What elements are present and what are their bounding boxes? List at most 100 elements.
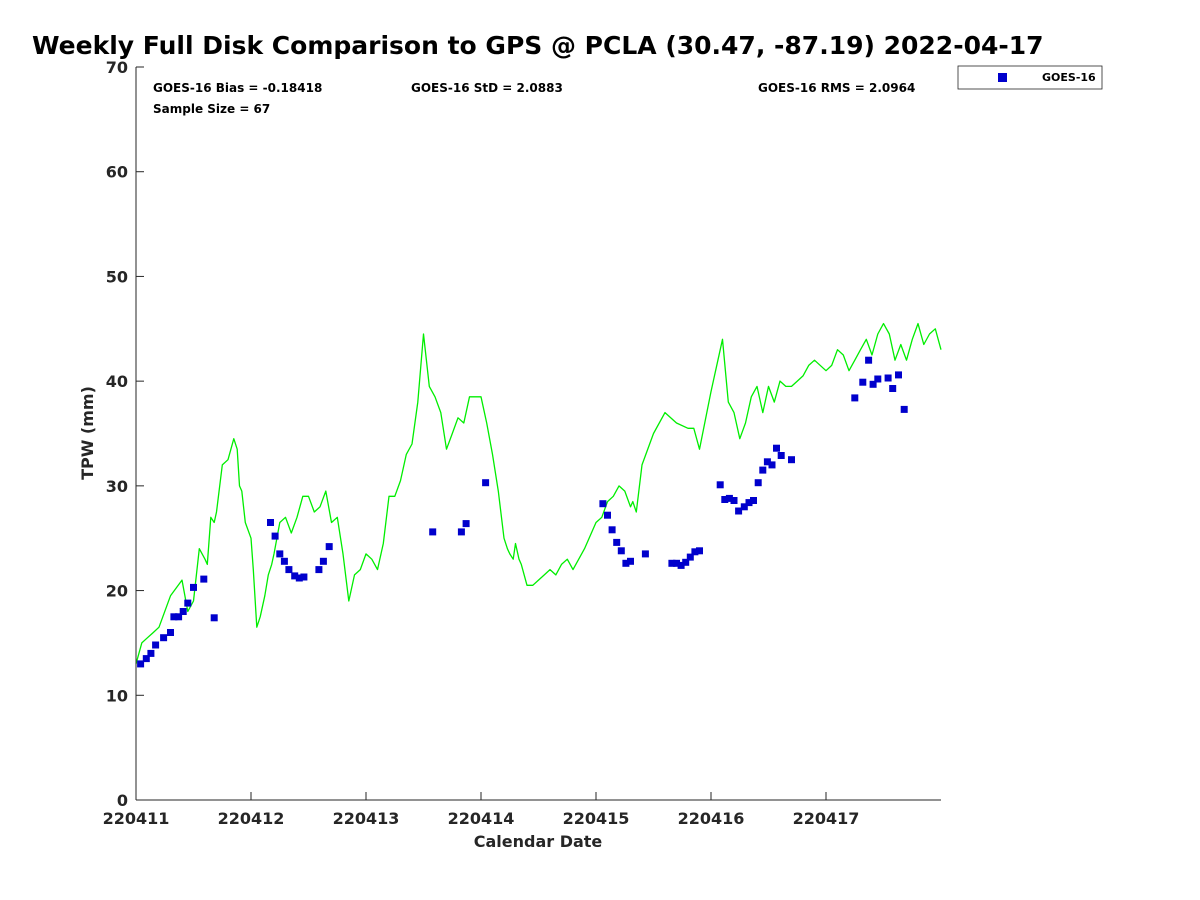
x-tick-label: 220417 [793, 809, 860, 828]
goes-data-point [210, 614, 218, 622]
legend-marker [998, 73, 1007, 82]
goes-data-point [754, 479, 762, 487]
y-ticks: 0 10 20 30 40 50 60 70 [106, 58, 144, 810]
y-tick-label: 40 [106, 372, 128, 391]
legend: GOES-16 [957, 65, 1103, 90]
x-tick-label: 220412 [218, 809, 285, 828]
goes-data-point [190, 583, 197, 591]
x-tick-label: 220414 [448, 809, 515, 828]
y-axis-label: TPW (mm) [78, 386, 97, 480]
goes-data-point [773, 444, 780, 452]
y-tick-label: 0 [117, 791, 128, 810]
goes-data-point [285, 566, 293, 574]
goes-data-point [325, 543, 333, 551]
x-tick-label: 220411 [103, 809, 170, 828]
gps-series-line [135, 322, 942, 665]
goes-data-point [895, 371, 902, 379]
y-tick-label: 60 [106, 163, 128, 182]
goes-data-point [740, 503, 748, 511]
goes-data-point [627, 557, 634, 565]
goes-data-point [768, 461, 776, 469]
rms-stat: GOES-16 RMS = 2.0964 [758, 81, 915, 95]
y-tick-label: 30 [106, 477, 128, 496]
goes-data-point [691, 548, 699, 556]
goes-data-point [604, 511, 611, 519]
goes-data-point [677, 561, 685, 569]
legend-label: GOES-16 [1042, 71, 1096, 84]
goes-data-point [750, 497, 757, 504]
goes-data-point [859, 378, 867, 386]
goes-data-point [730, 497, 738, 504]
goes-data-point [673, 559, 680, 567]
std-stat: GOES-16 StD = 2.0883 [411, 81, 563, 95]
goes-data-point [686, 553, 694, 561]
goes-data-point [319, 557, 327, 565]
goes-data-point [716, 481, 724, 489]
goes-data-point [429, 528, 437, 536]
stats-block: GOES-16 Bias = -0.18418 GOES-16 StD = 2.… [153, 81, 915, 116]
goes-data-point [482, 479, 490, 487]
goes-data-point [200, 575, 208, 583]
goes-data-point [170, 613, 178, 621]
goes-data-point [599, 500, 607, 508]
x-ticks: 220411 220412 220413 220414 220415 220416 2204… [103, 792, 860, 828]
goes-data-point [152, 641, 160, 649]
sample-size-stat: Sample Size = 67 [153, 102, 270, 116]
goes-data-point [889, 385, 897, 392]
goes-data-point [175, 613, 183, 621]
y-tick-label: 10 [106, 686, 128, 705]
goes-data-point [267, 519, 274, 526]
plot-background [136, 67, 941, 800]
x-tick-label: 220415 [563, 809, 630, 828]
goes-data-point [295, 574, 303, 582]
chart-title: Weekly Full Disk Comparison to GPS @ PCL… [32, 31, 1044, 60]
goes-data-point [613, 538, 621, 546]
goes-data-point [462, 520, 470, 528]
goes-data-point [641, 550, 649, 558]
x-tick-label: 220413 [333, 809, 400, 828]
goes-data-point [763, 458, 771, 466]
goes-data-point [869, 380, 877, 388]
series-layer [135, 322, 942, 668]
goes-data-point [851, 394, 859, 402]
plot-area [135, 67, 942, 801]
goes-data-point [777, 452, 785, 459]
goes-data-point [315, 566, 323, 574]
y-tick-label: 50 [106, 267, 128, 286]
goes-data-point [137, 660, 145, 668]
y-tick-label: 20 [106, 582, 128, 601]
goes-data-point [874, 375, 882, 383]
goes-data-point [291, 572, 299, 580]
goes-data-point [280, 557, 288, 565]
goes-data-point [865, 356, 873, 364]
goes-data-point [622, 559, 630, 567]
goes-data-point [696, 547, 703, 555]
goes-data-point [608, 526, 616, 534]
goes-data-point [160, 634, 168, 642]
goes-data-point [668, 559, 676, 567]
x-axis-label: Calendar Date [474, 832, 603, 851]
goes-data-point [884, 374, 892, 382]
goes-data-point [179, 608, 187, 615]
goes-data-point [142, 655, 150, 663]
goes-data-point [184, 599, 192, 607]
x-tick-label: 220416 [678, 809, 745, 828]
goes-data-point [457, 528, 465, 536]
goes-data-point [167, 629, 174, 636]
goes-data-point [725, 494, 733, 502]
goes-data-point [900, 405, 908, 413]
goes-data-point [276, 550, 284, 558]
goes-data-point [147, 649, 155, 657]
goes-data-point [721, 496, 729, 503]
goes-data-point [617, 547, 625, 555]
goes-data-point [788, 456, 795, 464]
goes-data-point [759, 466, 767, 474]
goes-data-point [735, 507, 743, 515]
y-tick-label: 70 [106, 58, 128, 77]
goes-data-point [682, 558, 690, 566]
goes-data-point [745, 499, 753, 507]
legend-box [957, 65, 1103, 90]
bias-stat: GOES-16 Bias = -0.18418 [153, 81, 322, 95]
goes-data-point [271, 532, 279, 540]
